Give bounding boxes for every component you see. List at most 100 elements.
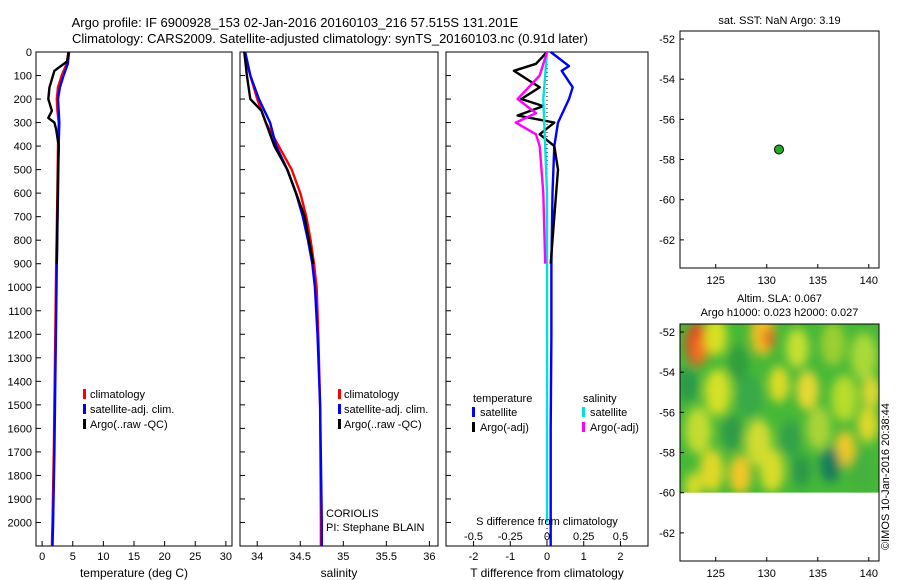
sla-xtick-label: 140 <box>860 568 878 580</box>
legend-label: Argo(..raw -QC) <box>90 419 168 431</box>
sla-field-cell <box>850 332 877 380</box>
sla-field-cell <box>737 374 762 418</box>
sla-field-cell <box>721 414 743 451</box>
sla-field-cell <box>728 454 752 493</box>
depth-tick-label: 400 <box>14 141 32 153</box>
sla-subtitle: Argo h1000: 0.023 h2000: 0.027 <box>701 307 859 319</box>
sst-title: sat. SST: NaN Argo: 3.19 <box>718 15 840 27</box>
difference-xtick-label: 0 <box>544 551 550 563</box>
s-tick-label: -0.25 <box>498 531 523 543</box>
salinity-xtick-label: 35.5 <box>376 551 397 563</box>
temperature-xtick-label: 10 <box>97 551 109 563</box>
legend-marker <box>83 389 86 399</box>
depth-tick-label: 1500 <box>8 400 32 412</box>
sla-field-cell <box>831 374 858 422</box>
depth-tick-label: 2000 <box>8 517 32 529</box>
salinity-series-satellite-adj-clim- <box>244 51 323 546</box>
sla-field-cell <box>727 344 749 381</box>
title-line-2: Climatology: CARS2009. Satellite-adjuste… <box>72 31 588 46</box>
pi-label: PI: Stephane BLAIN <box>326 522 425 534</box>
sla-field-cell <box>685 406 712 454</box>
location-panel: sat. SST: NaN Argo: 3.19 125 130 135 140 -52 -… <box>659 15 880 287</box>
temperature-frame <box>35 51 233 547</box>
legend-label: satellite <box>590 407 627 419</box>
sla-field-cell <box>768 366 790 403</box>
depth-tick-label: 200 <box>14 94 32 106</box>
s-tick-label: -0.5 <box>464 531 483 543</box>
difference-series-t-argo-adj- <box>512 51 560 264</box>
difference-series-t-satellite <box>549 51 574 546</box>
location-ytick-label: -56 <box>659 114 675 126</box>
sla-blobs <box>680 324 879 493</box>
sla-field-cell <box>699 448 724 493</box>
sla-field-cell <box>704 324 727 356</box>
sla-xtick-label: 130 <box>758 568 776 580</box>
difference-xtick-label: -1 <box>505 551 515 563</box>
depth-tick-label: 1100 <box>8 306 32 318</box>
legend-label: satellite <box>480 407 517 419</box>
legend-label: satellite-adj. clim. <box>344 404 428 416</box>
sla-field-cell <box>704 368 732 416</box>
legend-label: climatology <box>344 389 400 401</box>
temperature-xtick-label: 5 <box>70 551 76 563</box>
temperature-xtick-label: 0 <box>39 551 45 563</box>
salinity-xtick-label: 34 <box>251 551 263 563</box>
sla-field-cell <box>835 430 856 467</box>
legend-marker <box>472 422 475 432</box>
sla-ytick-label: -54 <box>659 367 675 379</box>
sla-field-cell <box>685 472 702 493</box>
salinity-series-argo-raw-qc- <box>243 51 315 264</box>
location-ytick-label: -60 <box>659 195 675 207</box>
location-ytick-label: -62 <box>659 235 675 247</box>
legend-heading: temperature <box>473 393 532 405</box>
sla-field-cell <box>759 448 785 493</box>
salinity-xlabel: salinity <box>321 566 358 580</box>
salinity-xtick-label: 36 <box>423 551 435 563</box>
depth-tick-label: 800 <box>14 235 32 247</box>
location-xtick-label: 135 <box>809 275 827 287</box>
sla-panel: Altim. SLA: 0.067 Argo h1000: 0.023 h2000… <box>659 293 880 580</box>
temperature-xtick-label: 30 <box>220 551 232 563</box>
depth-tick-label: 100 <box>14 71 32 83</box>
temperature-xlabel: temperature (deg C) <box>80 566 188 580</box>
sla-field-cell <box>762 327 775 349</box>
sla-ytick-label: -60 <box>659 488 675 500</box>
legend-marker <box>338 419 341 429</box>
title-line-1: Argo profile: IF 6900928_153 02-Jan-2016… <box>72 15 519 30</box>
sla-xtick-label: 135 <box>809 568 827 580</box>
depth-tick-label: 900 <box>14 259 32 271</box>
salinity-frame <box>239 51 439 547</box>
sla-xtick-label: 125 <box>707 568 725 580</box>
depth-tick-label: 1700 <box>8 447 32 459</box>
temperature-xtick-label: 25 <box>189 551 201 563</box>
depth-tick-label: 0 <box>26 47 32 59</box>
s-tick-label: 0.25 <box>573 531 594 543</box>
temperature-series-satellite-adj-clim- <box>51 51 71 547</box>
location-ytick-label: -54 <box>659 74 675 86</box>
sla-field-cell <box>849 448 874 493</box>
legend-label: Argo(-adj) <box>590 422 639 434</box>
sla-field-cell <box>861 376 879 409</box>
sla-frame <box>679 323 880 562</box>
sla-heatmap <box>680 324 879 493</box>
location-frame <box>679 30 880 269</box>
legend-label: Argo(-adj) <box>480 422 529 434</box>
sla-field-cell <box>824 459 838 482</box>
depth-tick-label: 600 <box>14 188 32 200</box>
location-xtick-label: 125 <box>707 275 725 287</box>
sla-field-cell <box>857 406 878 443</box>
location-ytick-label: -52 <box>659 34 675 46</box>
salinity-series-climatology <box>243 51 323 546</box>
legend-label: satellite-adj. clim. <box>90 404 174 416</box>
sla-ytick-label: -62 <box>659 528 675 540</box>
difference-xtick-label: 1 <box>581 551 587 563</box>
temperature-series-argo-raw-qc- <box>47 51 70 264</box>
legend-label: Argo(..raw -QC) <box>344 419 422 431</box>
sla-field-cell <box>820 324 846 366</box>
sla-field-cell <box>786 328 809 368</box>
sla-field-cell <box>792 454 811 487</box>
sla-field-cell <box>806 406 832 451</box>
depth-tick-label: 1200 <box>8 329 32 341</box>
sla-field-cell <box>693 337 708 363</box>
